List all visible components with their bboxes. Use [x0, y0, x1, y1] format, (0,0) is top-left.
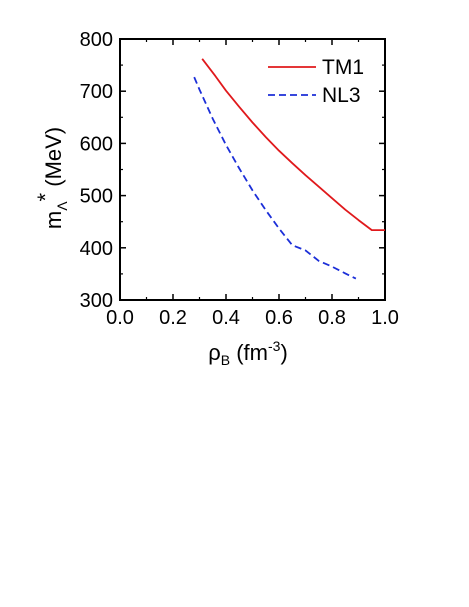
y-tick-label: 400	[80, 238, 113, 260]
x-tick-label: 0.4	[212, 307, 240, 329]
x-axis-title: ρB (fm-3)	[208, 338, 288, 368]
series-layer	[193, 58, 385, 280]
x-tick-label: 0.8	[318, 307, 346, 329]
y-axis-title: mΛ* (MeV)	[33, 127, 70, 229]
x-tick-label: 0.0	[106, 307, 134, 329]
x-tick-label: 0.2	[159, 307, 187, 329]
legend-label-tm1: TM1	[322, 56, 364, 79]
y-tick-label: 700	[80, 81, 113, 103]
y-tick-label: 500	[80, 186, 113, 208]
series-line-tm1	[201, 58, 385, 232]
axis-ticks: 0.0 0.2 0.4 0.6 0.8 1.0 300 400 500 600 700 800	[80, 29, 399, 329]
y-tick-label: 300	[80, 290, 113, 312]
legend-label-nl3: NL3	[322, 84, 361, 107]
y-tick-label: 600	[80, 133, 113, 155]
series-line-nl3	[193, 76, 357, 280]
x-tick-label: 1.0	[371, 307, 399, 329]
x-tick-label: 0.6	[265, 307, 293, 329]
y-tick-label: 800	[80, 29, 113, 51]
